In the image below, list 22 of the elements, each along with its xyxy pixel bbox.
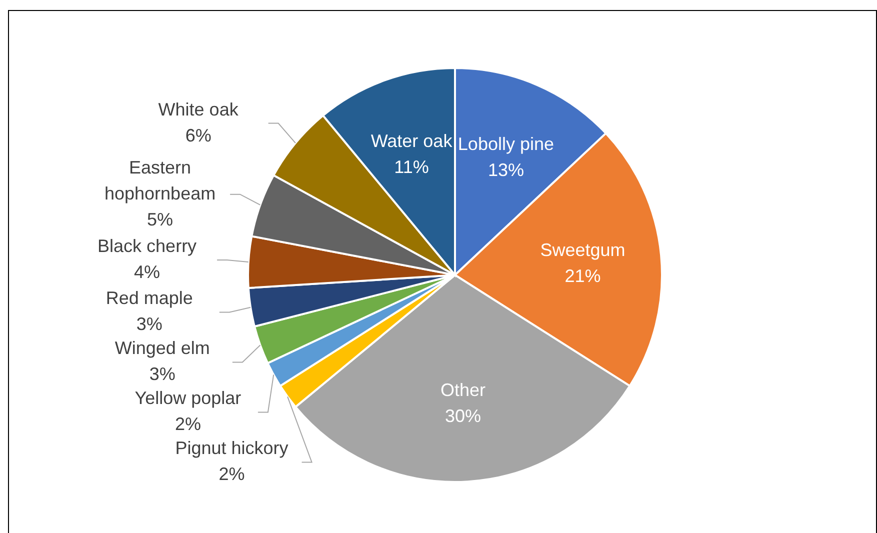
data-label: 2% — [218, 464, 245, 484]
slice-label: Pignut hickory — [175, 438, 288, 458]
data-label: 30% — [445, 406, 482, 426]
slice-label: Winged elm — [114, 338, 210, 358]
slice-label: Water oak — [370, 131, 454, 152]
slice-label: Yellow poplar — [134, 388, 242, 408]
slice-label: Black cherry — [98, 236, 197, 256]
data-label: 6% — [185, 125, 212, 146]
data-label: 4% — [134, 262, 160, 282]
slice-label: Other — [440, 380, 486, 400]
data-label: 5% — [147, 209, 174, 230]
slice-label: Lobolly pine — [458, 134, 554, 154]
data-label: 2% — [174, 414, 201, 434]
data-label: 13% — [488, 160, 524, 180]
data-label: 3% — [136, 314, 162, 334]
data-label: 3% — [149, 364, 176, 384]
slice-label: Sweetgum — [540, 240, 626, 260]
slice-label: Eastern hophornbeam — [104, 157, 216, 204]
slice-label: Red maple — [106, 288, 193, 308]
data-label: 11% — [394, 157, 429, 178]
data-label: 21% — [564, 266, 601, 286]
slice-label: White oak — [158, 99, 240, 120]
